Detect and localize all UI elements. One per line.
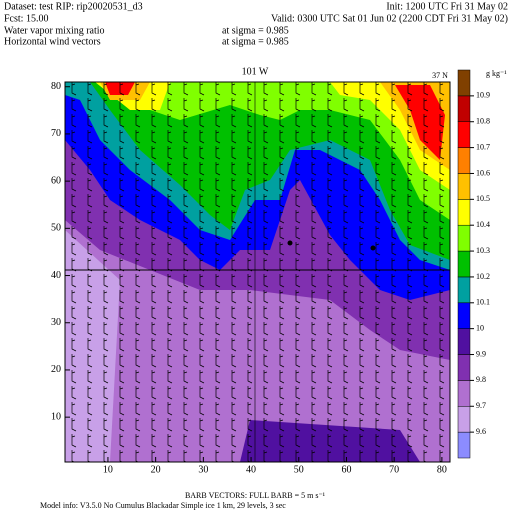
contour-fill bbox=[65, 82, 450, 462]
colorbar-label: 9.9 bbox=[476, 349, 486, 358]
colorbar-label: 10.4 bbox=[476, 220, 490, 229]
colorbar-box bbox=[457, 406, 471, 433]
y-tick-label: 80 bbox=[51, 81, 61, 92]
fcst: Fcst: 15.00 bbox=[4, 13, 48, 24]
colorbar-box bbox=[457, 173, 471, 200]
model-info: Model info: V3.5.0 No Cumulus Blackadar … bbox=[40, 501, 286, 510]
field-level: at sigma = 0.985 bbox=[222, 36, 289, 47]
dataset: Dataset: test RIP: rip20020531_d3 bbox=[4, 1, 143, 12]
colorbar-label: 10.1 bbox=[476, 298, 490, 307]
colorbar-box bbox=[457, 328, 471, 355]
colorbar-label: 9.7 bbox=[476, 401, 486, 410]
colorbar-box bbox=[457, 250, 471, 278]
x-tick-label: 10 bbox=[103, 464, 113, 475]
chart-title: 101 W bbox=[242, 66, 269, 77]
colorbar-box bbox=[457, 69, 471, 97]
y-tick-label: 40 bbox=[51, 270, 61, 281]
colorbar-box bbox=[457, 276, 471, 304]
colorbar-label: 9.8 bbox=[476, 375, 486, 384]
colorbar-box bbox=[457, 302, 471, 329]
field: Horizontal wind vectors bbox=[4, 36, 101, 47]
colorbar-label: 9.6 bbox=[476, 427, 486, 436]
x-tick-label: 20 bbox=[151, 464, 161, 475]
valid: Valid: 0300 UTC Sat 01 Jun 02 (2200 CDT … bbox=[271, 13, 508, 24]
colorbar-box bbox=[457, 431, 471, 459]
colorbar-box bbox=[457, 354, 471, 381]
colorbar-label: 10.9 bbox=[476, 91, 490, 100]
colorbar-box bbox=[457, 199, 471, 226]
field-level: at sigma = 0.985 bbox=[222, 25, 289, 36]
x-tick-label: 50 bbox=[294, 464, 304, 475]
colorbar-box bbox=[457, 95, 471, 122]
colorbar-box bbox=[457, 121, 471, 148]
colorbar-label: 10.7 bbox=[476, 142, 490, 151]
y-tick-label: 30 bbox=[51, 317, 61, 328]
x-tick-label: 80 bbox=[437, 464, 447, 475]
colorbar-label: 10.5 bbox=[476, 194, 490, 203]
colorbar-box bbox=[457, 147, 471, 174]
y-tick-label: 10 bbox=[51, 411, 61, 422]
init: Init: 1200 UTC Fri 31 May 02 bbox=[386, 1, 508, 12]
y-tick-label: 50 bbox=[51, 223, 61, 234]
x-tick-label: 60 bbox=[341, 464, 351, 475]
colorbar-label: 10.2 bbox=[476, 272, 490, 281]
x-tick-label: 30 bbox=[198, 464, 208, 475]
colorbar-label: 10.3 bbox=[476, 246, 490, 255]
x-tick-label: 40 bbox=[246, 464, 256, 475]
colorbar-label: 10 bbox=[476, 323, 484, 332]
plot-frame bbox=[64, 81, 451, 463]
colorbar-label: 10.8 bbox=[476, 117, 490, 126]
y-tick-label: 20 bbox=[51, 364, 61, 375]
corner-label: 37 N bbox=[432, 71, 448, 80]
y-tick-label: 60 bbox=[51, 175, 61, 186]
unit: g kg⁻¹ bbox=[486, 69, 507, 78]
barb-info: BARB VECTORS: FULL BARB = 5 m s⁻¹ bbox=[185, 491, 326, 500]
colorbar-label: 10.6 bbox=[476, 168, 490, 177]
y-tick-label: 70 bbox=[51, 128, 61, 139]
x-tick-label: 70 bbox=[389, 464, 399, 475]
field: Water vapor mixing ratio bbox=[4, 25, 105, 36]
colorbar-box bbox=[457, 224, 471, 252]
colorbar-box bbox=[457, 380, 471, 407]
